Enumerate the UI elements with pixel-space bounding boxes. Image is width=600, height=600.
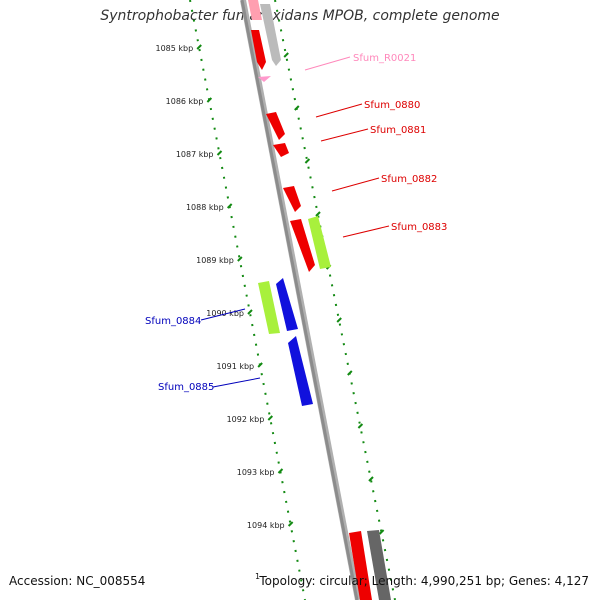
gene-sfum-0881 <box>273 143 289 157</box>
gene-label-sfum-r0021[interactable]: Sfum_R0021 <box>353 53 416 64</box>
kbp-label: 1088 kbp <box>186 203 224 212</box>
gene-arrow-red <box>251 30 266 70</box>
label-line-sfum-0884 <box>200 308 246 321</box>
gene-sfum-0883-green <box>308 216 331 269</box>
outer-major-tick <box>378 529 385 535</box>
gene-label-sfum-0885[interactable]: Sfum_0885 <box>158 382 214 393</box>
gene-arrow-grey <box>260 4 281 66</box>
kbp-major-tick <box>206 97 213 103</box>
gene-bottom-red <box>349 531 372 600</box>
gene-sfum-0885 <box>288 336 313 406</box>
kbp-label: 1087 kbp <box>176 150 214 159</box>
gene-label-sfum-0881[interactable]: Sfum_0881 <box>370 125 426 136</box>
kbp-label: 1092 kbp <box>227 415 265 424</box>
outer-major-tick <box>347 370 353 376</box>
gene-label-sfum-0884[interactable]: Sfum_0884 <box>145 316 201 327</box>
genome-stats-text: Topology: circular; Length: 4,990,251 bp… <box>259 574 589 588</box>
gene-sfum-0884-blue <box>276 278 298 331</box>
kbp-major-tick <box>267 415 274 421</box>
label-line-sfum-0883 <box>342 225 390 238</box>
gene-sfum-0884-green <box>258 281 280 334</box>
kbp-label: 1091 kbp <box>216 362 254 371</box>
kbp-label: 1086 kbp <box>166 97 204 106</box>
accession-text: Accession: NC_008554 <box>9 574 146 588</box>
rna-sfum-r0021 <box>258 76 271 82</box>
kbp-label: 1085 kbp <box>155 44 193 53</box>
genome-title: Syntrophobacter fumaroxidans MPOB, compl… <box>100 8 500 24</box>
outer-major-tick <box>294 105 300 111</box>
label-line-sfum-0881 <box>320 128 369 142</box>
gene-label-sfum-0880[interactable]: Sfum_0880 <box>364 100 420 111</box>
kbp-major-tick <box>216 150 223 156</box>
outer-major-tick <box>304 158 311 164</box>
kbp-major-tick <box>277 468 284 474</box>
gene-label-sfum-0882[interactable]: Sfum_0882 <box>381 174 437 185</box>
gene-sfum-0882 <box>283 186 301 212</box>
outer-major-tick <box>336 317 342 323</box>
gene-sfum-0883-red <box>290 219 315 272</box>
kbp-major-tick <box>196 44 202 50</box>
kbp-label: 1089 kbp <box>196 256 234 265</box>
label-line-sfum-0880 <box>315 103 363 118</box>
kbp-major-tick <box>237 256 243 262</box>
outer-tick-ring <box>274 0 396 600</box>
label-line-sfum-0885 <box>212 377 261 388</box>
kbp-label: 1094 kbp <box>247 521 285 530</box>
kbp-major-tick <box>247 309 253 315</box>
outer-major-tick <box>368 476 374 482</box>
label-line-sfum-r0021 <box>304 56 351 71</box>
kbp-major-tick <box>226 203 233 209</box>
outer-major-tick <box>283 52 289 58</box>
outer-major-tick <box>357 423 364 429</box>
gene-bottom-grey <box>367 530 391 600</box>
kbp-major-tick <box>257 362 263 368</box>
kbp-major-tick <box>287 521 294 527</box>
outer-major-tick <box>315 211 321 217</box>
gene-label-sfum-0883[interactable]: Sfum_0883 <box>391 222 447 233</box>
genome-backbone <box>240 0 359 600</box>
major-ticks <box>196 44 385 535</box>
kbp-label: 1093 kbp <box>237 468 275 477</box>
gene-sfum-0880 <box>266 112 285 140</box>
label-line-sfum-0882 <box>331 177 380 192</box>
position-marker: 1 <box>255 572 261 581</box>
gene-arrow-pink-top <box>248 0 262 20</box>
